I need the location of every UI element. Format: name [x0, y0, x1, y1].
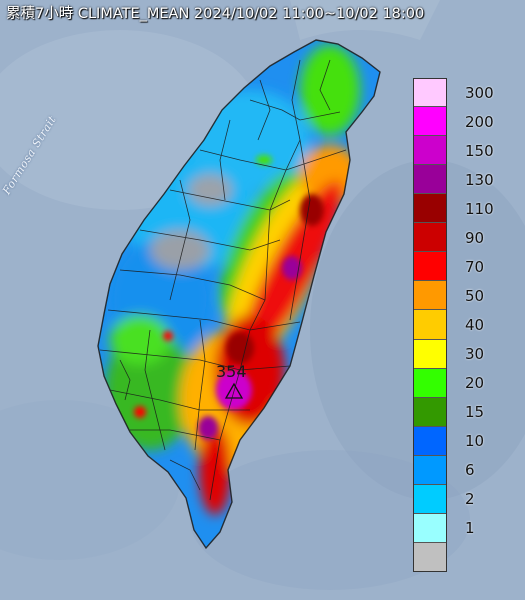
legend-swatch — [414, 484, 446, 514]
legend-swatch — [414, 542, 446, 572]
legend-swatch — [414, 426, 446, 456]
county-boundaries — [97, 39, 381, 550]
legend-label: 50 — [465, 286, 485, 305]
peak-value-label: 354 — [216, 362, 247, 381]
legend-swatch — [414, 223, 446, 253]
legend-label: 110 — [465, 199, 494, 218]
legend-label: 10 — [465, 432, 485, 451]
legend-swatch — [414, 397, 446, 427]
legend-swatch — [414, 339, 446, 369]
legend-swatch — [414, 513, 446, 543]
legend-label: 1 — [465, 519, 475, 538]
legend-swatch — [414, 310, 446, 340]
legend-label: 15 — [465, 403, 485, 422]
legend-label: 90 — [465, 228, 485, 247]
legend-label: 20 — [465, 374, 485, 393]
legend-swatch — [414, 368, 446, 398]
legend-swatch — [414, 165, 446, 195]
legend-swatch — [414, 136, 446, 166]
legend-label: 130 — [465, 170, 494, 189]
legend-label: 200 — [465, 112, 494, 131]
legend-label: 2 — [465, 490, 475, 509]
legend-swatch — [414, 194, 446, 224]
legend-swatch — [414, 107, 446, 137]
legend-label: 70 — [465, 257, 485, 276]
legend-label: 6 — [465, 461, 475, 480]
legend-label: 300 — [465, 83, 494, 102]
triangle-marker-icon — [224, 382, 244, 399]
legend-swatch — [414, 252, 446, 282]
legend-swatch — [414, 455, 446, 485]
legend-swatch — [414, 281, 446, 311]
legend-label: 40 — [465, 316, 485, 334]
legend-label: 150 — [465, 141, 494, 160]
legend-swatch — [414, 78, 446, 108]
color-legend: 300 200 150 130 110 90 70 50 40 30 20 15 10 6 2 1 — [413, 78, 523, 572]
legend-label: 30 — [465, 345, 485, 364]
map-title: 累積7小時 CLIMATE_MEAN 2024/10/02 11:00~10/0… — [6, 6, 425, 22]
